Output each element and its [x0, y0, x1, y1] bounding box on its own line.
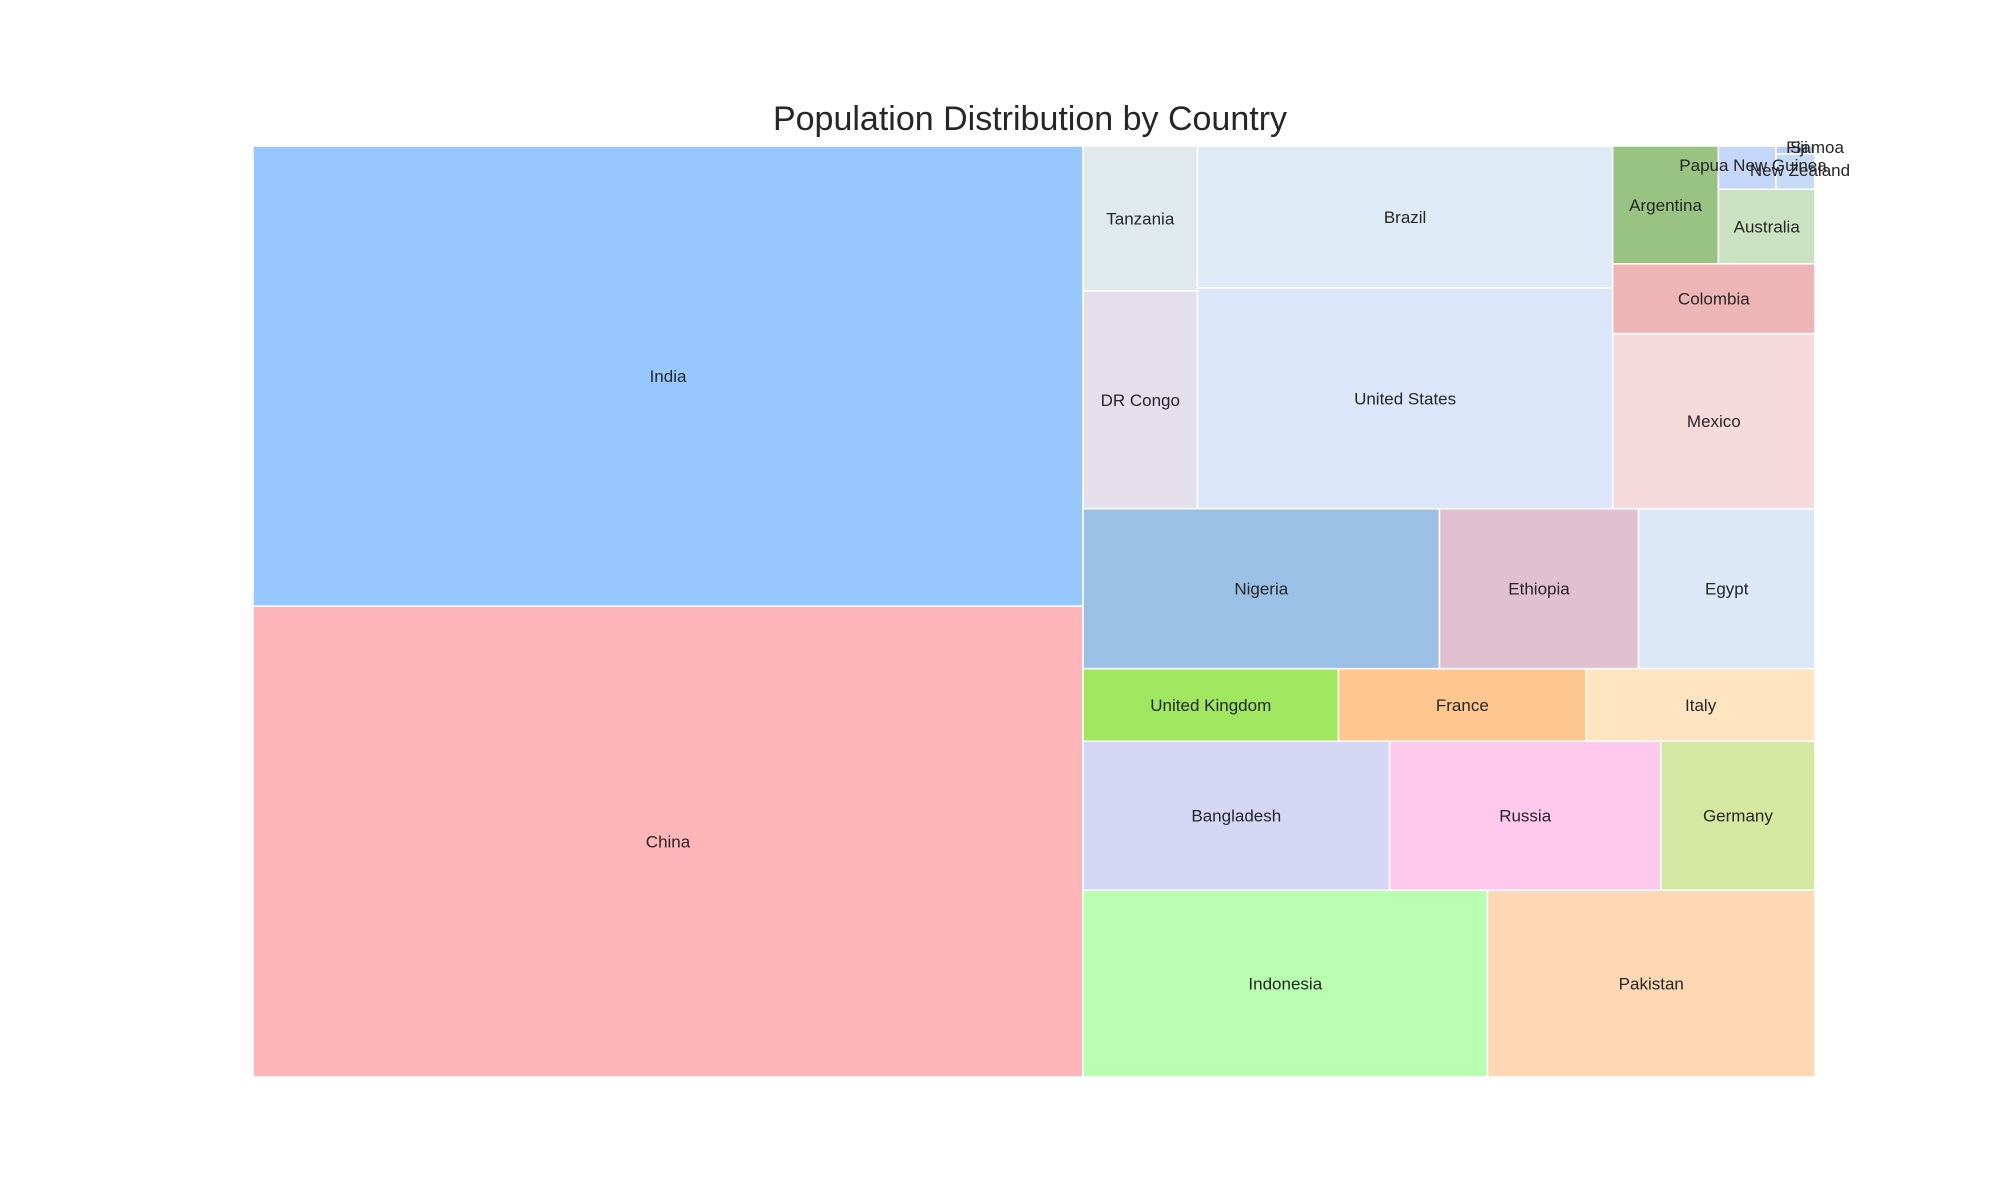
tile-label-new-zealand: New Zealand — [1750, 161, 1850, 180]
tile-russia — [1388, 740, 1662, 891]
tile-label-mexico: Mexico — [1687, 412, 1741, 431]
tile-label-brazil: Brazil — [1384, 208, 1427, 227]
tile-label-france: France — [1436, 696, 1489, 715]
tile-label-fiji: Fiji — [1786, 138, 1808, 157]
tile-papua-new-guinea — [1717, 145, 1777, 191]
tile-china — [252, 605, 1084, 1078]
tile-label-united-kingdom: United Kingdom — [1150, 696, 1271, 715]
tile-label-tanzania: Tanzania — [1106, 210, 1175, 229]
tile-label-egypt: Egypt — [1705, 580, 1749, 599]
tile-label-russia: Russia — [1499, 807, 1552, 826]
tile-label-argentina: Argentina — [1629, 196, 1702, 215]
tile-label-ethiopia: Ethiopia — [1508, 580, 1570, 599]
tile-egypt — [1637, 507, 1816, 670]
tile-label-china: China — [646, 833, 691, 852]
tile-label-germany: Germany — [1703, 807, 1773, 826]
tile-united-states — [1196, 287, 1614, 510]
tile-bangladesh — [1082, 740, 1391, 891]
tile-germany — [1660, 740, 1816, 891]
tile-indonesia — [1082, 889, 1489, 1078]
tile-label-nigeria: Nigeria — [1234, 580, 1288, 599]
tile-label-italy: Italy — [1685, 696, 1717, 715]
tile-nigeria — [1082, 507, 1441, 670]
tile-samoa — [1807, 145, 1816, 155]
tile-label-samoa: Samoa — [1790, 138, 1844, 157]
tile-label-australia: Australia — [1734, 218, 1801, 237]
tile-label-dr-congo: DR Congo — [1101, 391, 1180, 410]
tile-india — [252, 145, 1084, 607]
tile-label-colombia: Colombia — [1678, 290, 1750, 309]
chart-title: Population Distribution by Country — [772, 100, 1288, 138]
tile-tanzania — [1082, 145, 1199, 292]
tile-united-kingdom — [1082, 667, 1340, 742]
tile-label-united-states: United States — [1354, 389, 1456, 408]
tile-brazil — [1196, 145, 1614, 289]
tile-france — [1337, 667, 1588, 742]
tile-dr-congo — [1082, 290, 1199, 510]
tile-label-india: India — [650, 367, 687, 386]
tile-label-bangladesh: Bangladesh — [1191, 807, 1281, 826]
tile-ethiopia — [1438, 507, 1640, 670]
tile-label-pakistan: Pakistan — [1619, 975, 1684, 994]
tile-label-indonesia: Indonesia — [1248, 975, 1322, 994]
tile-mexico — [1611, 332, 1816, 510]
tile-colombia — [1611, 263, 1816, 335]
tile-label-papua-new-guinea: Papua New Guinea — [1679, 156, 1827, 175]
tile-argentina — [1611, 145, 1720, 265]
tile-pakistan — [1486, 889, 1816, 1078]
